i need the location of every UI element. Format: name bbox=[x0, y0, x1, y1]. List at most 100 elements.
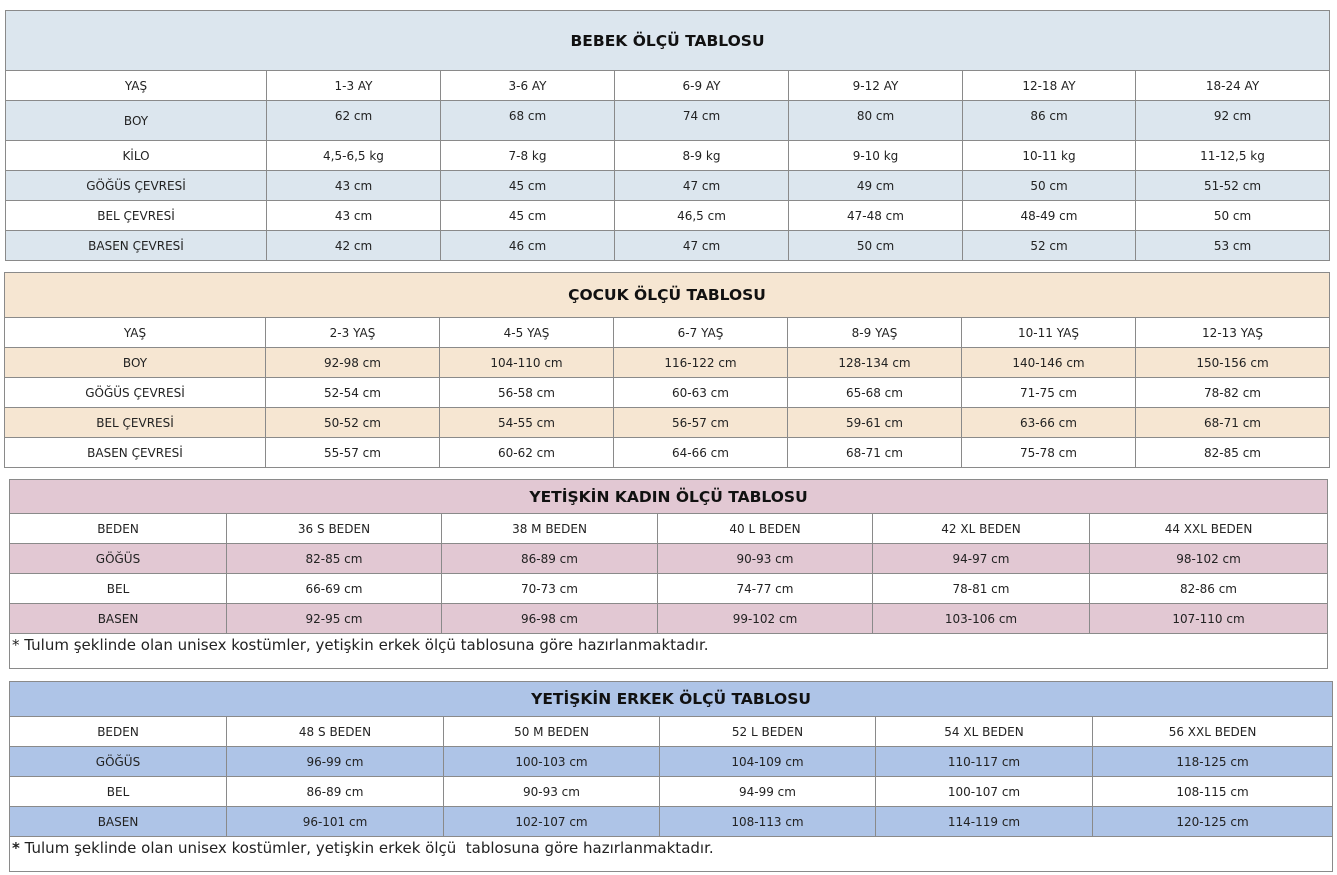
row-label: YAŞ bbox=[5, 70, 267, 101]
table-cell: 44 XXL BEDEN bbox=[1088, 513, 1329, 544]
table-cell: 74 cm bbox=[614, 100, 789, 141]
table-cell: 104-110 cm bbox=[439, 347, 614, 378]
table-cell: 8-9 kg bbox=[614, 140, 789, 171]
table-cell: 128-134 cm bbox=[787, 347, 962, 378]
table-cell: 104-109 cm bbox=[659, 746, 876, 777]
table-cell: 56-58 cm bbox=[439, 377, 614, 408]
footnote-text: Tulum şeklinde olan unisex kostümler, ye… bbox=[19, 636, 709, 654]
table-cell: 60-62 cm bbox=[439, 437, 614, 468]
table-cell: 56 XXL BEDEN bbox=[1091, 716, 1334, 747]
table-cell: 9-12 AY bbox=[788, 70, 963, 101]
row-label: BASEN bbox=[9, 806, 227, 837]
table-cell: 94-97 cm bbox=[872, 543, 1090, 574]
row-label: BASEN ÇEVRESİ bbox=[4, 437, 266, 468]
table-cell: 140-146 cm bbox=[961, 347, 1136, 378]
table-cell: 12-13 YAŞ bbox=[1134, 317, 1331, 348]
footnote: * Tulum şeklinde olan unisex kostümler, … bbox=[8, 633, 1329, 669]
table-cell: 7-8 kg bbox=[440, 140, 615, 171]
table-cell: 45 cm bbox=[440, 170, 615, 201]
table-cell: 63-66 cm bbox=[961, 407, 1136, 438]
table-cell: 75-78 cm bbox=[961, 437, 1136, 468]
table-cell: 42 XL BEDEN bbox=[872, 513, 1090, 544]
row-label: GÖĞÜS bbox=[9, 543, 227, 574]
table-cell: 94-99 cm bbox=[659, 776, 876, 807]
table-cell: 86-89 cm bbox=[226, 776, 444, 807]
table-cell: 150-156 cm bbox=[1134, 347, 1331, 378]
table-cell: 60-63 cm bbox=[613, 377, 788, 408]
table-cell: 70-73 cm bbox=[441, 573, 658, 604]
table-cell: 46 cm bbox=[440, 230, 615, 261]
table-row: BOY 92-98 cm 104-110 cm 116-122 cm 128-134 c… bbox=[4, 347, 1331, 378]
table-cell: 65-68 cm bbox=[787, 377, 962, 408]
cocuk-size-table: ÇOCUK ÖLÇÜ TABLOSU YAŞ 2-3 YAŞ 4-5 YAŞ 6-7 Y… bbox=[3, 272, 1331, 468]
table-cell: 6-9 AY bbox=[614, 70, 789, 101]
table-cell: 38 M BEDEN bbox=[441, 513, 658, 544]
row-label: BASEN ÇEVRESİ bbox=[5, 230, 267, 261]
table-cell: 56-57 cm bbox=[613, 407, 788, 438]
table-cell: 114-119 cm bbox=[875, 806, 1093, 837]
table-cell: 100-107 cm bbox=[875, 776, 1093, 807]
table-title: ÇOCUK ÖLÇÜ TABLOSU bbox=[3, 272, 1331, 318]
table-cell: 10-11 YAŞ bbox=[961, 317, 1136, 348]
row-label: GÖĞÜS ÇEVRESİ bbox=[4, 377, 266, 408]
table-row: GÖĞÜS ÇEVRESİ 43 cm 45 cm 47 cm 49 cm 50 cm 51… bbox=[5, 170, 1331, 201]
table-cell: 66-69 cm bbox=[226, 573, 442, 604]
table-cell: 48 S BEDEN bbox=[226, 716, 444, 747]
table-cell: 68 cm bbox=[440, 100, 615, 141]
table-cell: 118-125 cm bbox=[1091, 746, 1334, 777]
table-cell: 71-75 cm bbox=[961, 377, 1136, 408]
table-cell: 90-93 cm bbox=[443, 776, 660, 807]
kadin-size-table: YETİŞKİN KADIN ÖLÇÜ TABLOSU BEDEN 36 S BED… bbox=[8, 479, 1329, 669]
table-cell: 43 cm bbox=[266, 170, 441, 201]
table-cell: 100-103 cm bbox=[443, 746, 660, 777]
table-cell: 80 cm bbox=[788, 100, 963, 141]
table-cell: 64-66 cm bbox=[613, 437, 788, 468]
row-label: BEL bbox=[9, 776, 227, 807]
table-cell: 102-107 cm bbox=[443, 806, 660, 837]
row-label: GÖĞÜS ÇEVRESİ bbox=[5, 170, 267, 201]
table-row: BEDEN 36 S BEDEN 38 M BEDEN 40 L BEDEN 42 XL… bbox=[9, 513, 1329, 544]
table-cell: 54-55 cm bbox=[439, 407, 614, 438]
table-cell: 92 cm bbox=[1134, 100, 1331, 141]
table-cell: 4-5 YAŞ bbox=[439, 317, 614, 348]
table-row: BEL ÇEVRESİ 50-52 cm 54-55 cm 56-57 cm 59-61… bbox=[4, 407, 1331, 438]
table-row: YAŞ 2-3 YAŞ 4-5 YAŞ 6-7 YAŞ 8-9 YAŞ 10-11 YAŞ… bbox=[4, 317, 1331, 348]
table-row: BEDEN 48 S BEDEN 50 M BEDEN 52 L BEDEN 54 XL… bbox=[9, 716, 1334, 747]
footnote-asterisk: * bbox=[12, 839, 20, 857]
table-row: BASEN 96-101 cm 102-107 cm 108-113 cm 114-11… bbox=[9, 806, 1334, 837]
bebek-size-table: BEBEK ÖLÇÜ TABLOSU YAŞ 1-3 AY 3-6 AY 6-9 AY 9… bbox=[4, 10, 1331, 261]
table-cell: 1-3 AY bbox=[266, 70, 441, 101]
table-cell: 45 cm bbox=[440, 200, 615, 231]
table-row: BASEN ÇEVRESİ 42 cm 46 cm 47 cm 50 cm 52 cm 53… bbox=[5, 230, 1331, 261]
table-cell: 2-3 YAŞ bbox=[265, 317, 440, 348]
table-row: YAŞ 1-3 AY 3-6 AY 6-9 AY 9-12 AY 12-18 AY 18-2… bbox=[5, 70, 1331, 101]
row-label: YAŞ bbox=[4, 317, 266, 348]
table-row: BEL 86-89 cm 90-93 cm 94-99 cm 100-107 cm 108… bbox=[9, 776, 1334, 807]
table-cell: 92-98 cm bbox=[265, 347, 440, 378]
table-cell: 18-24 AY bbox=[1134, 70, 1331, 101]
table-cell: 52 L BEDEN bbox=[659, 716, 876, 747]
table-cell: 82-86 cm bbox=[1088, 573, 1329, 604]
table-cell: 50 cm bbox=[1134, 200, 1331, 231]
row-label: BEL ÇEVRESİ bbox=[5, 200, 267, 231]
table-row: GÖĞÜS ÇEVRESİ 52-54 cm 56-58 cm 60-63 cm 65-… bbox=[4, 377, 1331, 408]
row-label: BASEN bbox=[9, 603, 227, 634]
table-cell: 47-48 cm bbox=[788, 200, 963, 231]
table-title: YETİŞKİN KADIN ÖLÇÜ TABLOSU bbox=[8, 479, 1329, 514]
table-cell: 55-57 cm bbox=[265, 437, 440, 468]
row-label: BOY bbox=[4, 347, 266, 378]
footnote-asterisk: * bbox=[12, 636, 20, 654]
row-label: BOY bbox=[5, 100, 267, 141]
table-cell: 86 cm bbox=[962, 100, 1136, 141]
table-row: BOY 62 cm 68 cm 74 cm 80 cm 86 cm 92 cm bbox=[5, 100, 1331, 141]
table-cell: 52-54 cm bbox=[265, 377, 440, 408]
row-label: BEL bbox=[9, 573, 227, 604]
table-cell: 11-12,5 kg bbox=[1134, 140, 1331, 171]
table-cell: 68-71 cm bbox=[1134, 407, 1331, 438]
table-cell: 99-102 cm bbox=[657, 603, 873, 634]
table-cell: 43 cm bbox=[266, 200, 441, 231]
footnote-text: Tulum şeklinde olan unisex kostümler, ye… bbox=[19, 839, 714, 857]
row-label: BEDEN bbox=[9, 716, 227, 747]
table-cell: 59-61 cm bbox=[787, 407, 962, 438]
table-cell: 74-77 cm bbox=[657, 573, 873, 604]
